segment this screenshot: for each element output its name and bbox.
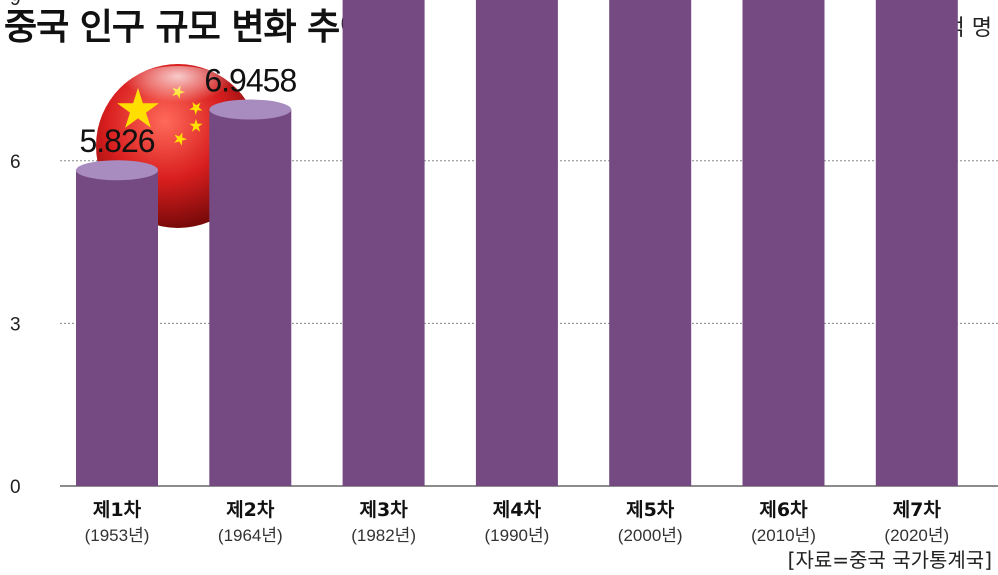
source-note: [자료=중국 국가통계국] [787, 548, 992, 572]
bar [475, 0, 558, 487]
x-tick-sublabel: (2020년) [884, 526, 949, 545]
bar-top-cap [76, 160, 158, 181]
x-tick-sublabel: (2000년) [618, 526, 683, 545]
bar [609, 0, 692, 486]
x-tick-label: 제7차 [893, 499, 942, 521]
bar [742, 0, 825, 486]
chart-title: 중국 인구 규모 변화 추이 [4, 7, 372, 48]
x-tick-sublabel: (2010년) [751, 526, 816, 545]
y-tick-label: 6 [10, 152, 21, 173]
x-tick-label: 제1차 [93, 499, 142, 521]
y-tick-label: 9 [10, 0, 21, 10]
bar [875, 0, 958, 486]
data-label: 5.826 [79, 123, 154, 159]
x-tick-label: 제4차 [493, 499, 542, 521]
x-tick-sublabel: (1964년) [218, 526, 283, 545]
x-tick-label: 제2차 [226, 499, 275, 521]
y-tick-label: 0 [10, 477, 21, 498]
x-tick-label: 제3차 [360, 499, 409, 521]
flag-star-icon [174, 132, 187, 146]
x-tick-label: 제5차 [626, 499, 675, 521]
bar [76, 170, 158, 486]
bar [342, 0, 425, 486]
x-tick-label: 제6차 [759, 499, 808, 521]
bar [209, 109, 292, 486]
x-tick-sublabel: (1990년) [485, 526, 550, 545]
x-tick-sublabel: (1953년) [85, 526, 150, 545]
x-tick-sublabel: (1982년) [351, 526, 416, 545]
data-label: 6.9458 [204, 63, 296, 99]
bar-top-cap [209, 99, 292, 120]
flag-star-icon [189, 119, 203, 132]
y-tick-label: 3 [10, 314, 21, 335]
